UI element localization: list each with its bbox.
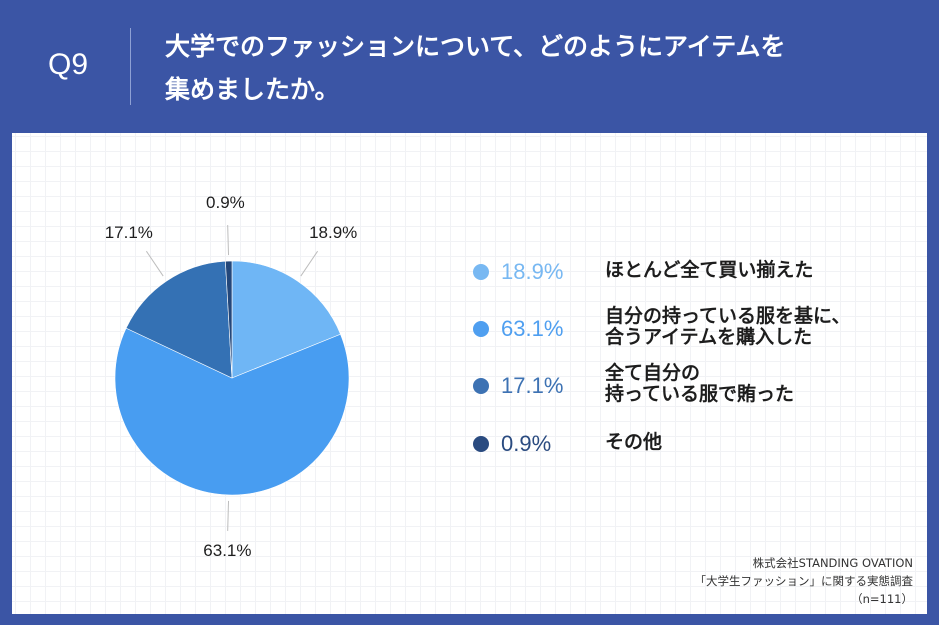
legend-dot-icon — [473, 264, 489, 280]
legend-label: 自分の持っている服を基に、 合うアイテムを購入した — [605, 305, 851, 348]
legend-percent: 63.1% — [501, 316, 564, 341]
legend-percent: 18.9% — [501, 259, 564, 284]
pie-chart — [114, 225, 350, 531]
leader-line — [227, 225, 230, 256]
pie-slice — [231, 260, 341, 379]
legend-percent: 17.1% — [501, 373, 564, 398]
question-title-line2: 集めましたか。 — [165, 75, 340, 104]
question-number: Q9 — [48, 48, 89, 81]
leader-line — [145, 250, 164, 277]
legend-item: 18.9% ほとんど全て買い揃えた — [467, 259, 917, 309]
legend-dot-icon — [473, 378, 489, 394]
source-company: 株式会社STANDING OVATION — [752, 556, 913, 570]
source-survey: 「大学生ファッション」に関する実態調査 — [694, 574, 914, 588]
question-title-line1: 大学でのファッションについて、どのようにアイテムを — [165, 32, 786, 61]
pie-label-0-9: 0.9% — [206, 193, 245, 213]
pie-label-63-1: 63.1% — [203, 540, 252, 560]
chart-panel: 18.9% 63.1% 17.1% 0.9% 18.9% ほとんど全て買い揃えた… — [12, 133, 927, 614]
pie-slice — [125, 260, 233, 379]
legend-dot-icon — [473, 436, 489, 452]
pie-slice — [225, 260, 233, 379]
legend-label: 全て自分の 持っている服で賄った — [605, 362, 795, 405]
leader-line — [227, 500, 230, 531]
legend-item: 17.1% 全て自分の 持っている服で賄った — [467, 363, 917, 418]
legend-item: 0.9% その他 — [467, 431, 917, 481]
pie-label-17-1: 17.1% — [104, 222, 153, 242]
pie-label-18-9: 18.9% — [309, 222, 358, 242]
leader-line — [300, 250, 319, 277]
source-sample: （n=111） — [851, 592, 913, 606]
pie-slice — [114, 327, 350, 496]
legend-percent: 0.9% — [501, 431, 552, 456]
source-note: 株式会社STANDING OVATION 「大学生ファッション」に関する実態調査… — [695, 554, 914, 608]
header-divider — [130, 28, 131, 105]
legend-item: 63.1% 自分の持っている服を基に、 合うアイテムを購入した — [467, 306, 917, 361]
question-title: 大学でのファッションについて、どのようにアイテムを 集めましたか。 — [165, 25, 786, 111]
legend-label: ほとんど全て買い揃えた — [605, 259, 814, 281]
header: Q9 大学でのファッションについて、どのようにアイテムを 集めましたか。 — [0, 0, 939, 133]
legend-dot-icon — [473, 321, 489, 337]
legend-label: その他 — [605, 431, 663, 453]
